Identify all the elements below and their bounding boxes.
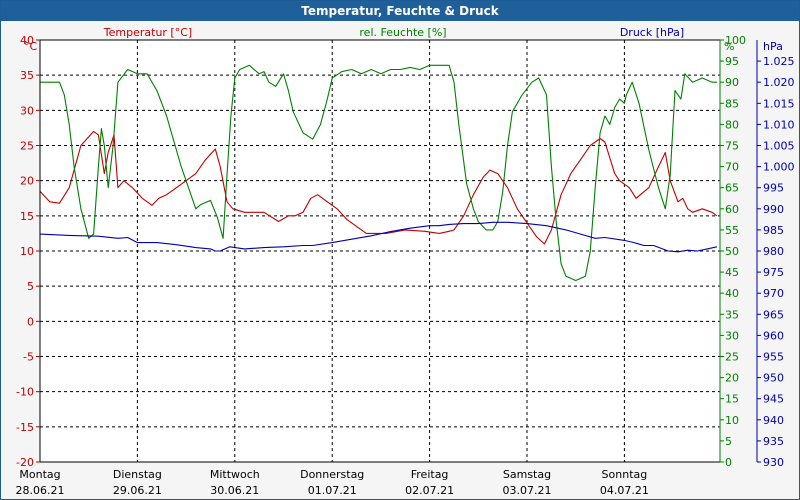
pressure-tick-label: 1.025: [763, 55, 795, 68]
pressure-tick-label: 1.000: [763, 161, 795, 174]
pressure-tick-label: 965: [763, 308, 784, 321]
humidity-tick-label: 95: [725, 55, 739, 68]
humidity-tick-label: 45: [725, 266, 739, 279]
x-tick-weekday: Freitag: [411, 468, 449, 481]
humidity-tick-label: 60: [725, 203, 739, 216]
humidity-tick-label: 0: [725, 456, 732, 469]
window-title: Temperatur, Feuchte & Druck: [1, 1, 799, 21]
temperature-tick-label: 10: [20, 245, 34, 258]
temperature-tick-label: -20: [16, 456, 34, 469]
x-tick-date: 01.07.21: [308, 484, 357, 497]
x-tick-date: 03.07.21: [503, 484, 552, 497]
labels-layer: 4035302520151050-5-10-15-201009590858075…: [16, 26, 795, 497]
pressure-tick-label: 935: [763, 435, 784, 448]
pressure-tick-label: 990: [763, 203, 784, 216]
pressure-tick-label: 930: [763, 456, 784, 469]
humidity-tick-label: 20: [725, 372, 739, 385]
series-layer: [39, 64, 718, 282]
pressure-tick-label: 985: [763, 224, 784, 237]
pressure-tick-label: 1.005: [763, 140, 795, 153]
humidity-tick-label: 85: [725, 97, 739, 110]
humidity-tick-label: 90: [725, 76, 739, 89]
humidity-line: [40, 64, 717, 282]
pressure-line: [39, 221, 718, 253]
humidity-tick-label: 65: [725, 182, 739, 195]
temperature-tick-label: 20: [20, 175, 34, 188]
pressure-tick-label: 945: [763, 393, 784, 406]
pressure-tick-label: 995: [763, 182, 784, 195]
x-tick-date: 02.07.21: [405, 484, 454, 497]
humidity-tick-label: 70: [725, 161, 739, 174]
temperature-tick-label: -10: [16, 386, 34, 399]
humidity-tick-label: 10: [725, 414, 739, 427]
humidity-tick-label: 35: [725, 308, 739, 321]
x-tick-weekday: Montag: [19, 468, 60, 481]
x-tick-weekday: Sonntag: [602, 468, 648, 481]
pressure-series-label: Druck [hPa]: [620, 26, 684, 39]
humidity-tick-label: 30: [725, 329, 739, 342]
humidity-tick-label: 50: [725, 245, 739, 258]
humidity-tick-label: 100: [725, 34, 746, 47]
x-tick-date: 29.06.21: [113, 484, 162, 497]
temperature-tick-label: -5: [23, 351, 34, 364]
pressure-tick-label: 940: [763, 414, 784, 427]
x-tick-date: 04.07.21: [600, 484, 649, 497]
pressure-tick-label: 980: [763, 245, 784, 258]
temperature-tick-label: 0: [27, 315, 34, 328]
temperature-tick-label: 5: [27, 280, 34, 293]
temperature-tick-label: 30: [20, 104, 34, 117]
humidity-tick-label: 25: [725, 351, 739, 364]
humidity-tick-label: 40: [725, 287, 739, 300]
axes-layer: [36, 39, 761, 463]
temperature-tick-label: 35: [20, 69, 34, 82]
humidity-series-label: rel. Feuchte [%]: [359, 26, 446, 39]
humidity-tick-label: 5: [725, 435, 732, 448]
temperature-series-label: Temperatur [°C]: [103, 26, 192, 39]
humidity-tick-label: 75: [725, 140, 739, 153]
humidity-tick-label: 15: [725, 393, 739, 406]
humidity-axis-unit: %: [724, 40, 734, 53]
x-tick-weekday: Mittwoch: [210, 468, 260, 481]
temperature-axis-unit: °C: [24, 40, 38, 53]
x-tick-date: 30.06.21: [210, 484, 259, 497]
humidity-tick-label: 80: [725, 118, 739, 131]
temperature-tick-label: 40: [20, 34, 34, 47]
pressure-tick-label: 1.010: [763, 118, 795, 131]
pressure-axis-unit: hPa: [763, 40, 783, 53]
x-tick-weekday: Dienstag: [113, 468, 162, 481]
temperature-tick-label: -15: [16, 421, 34, 434]
temperature-tick-label: 25: [20, 140, 34, 153]
pressure-tick-label: 975: [763, 266, 784, 279]
pressure-tick-label: 1.015: [763, 97, 795, 110]
humidity-tick-label: 55: [725, 224, 739, 237]
x-tick-weekday: Samstag: [503, 468, 551, 481]
grid-lines: [40, 39, 720, 462]
pressure-tick-label: 1.020: [763, 76, 795, 89]
temperature-line: [39, 130, 718, 245]
x-tick-date: 28.06.21: [16, 484, 65, 497]
pressure-tick-label: 960: [763, 329, 784, 342]
pressure-tick-label: 970: [763, 287, 784, 300]
pressure-tick-label: 950: [763, 372, 784, 385]
x-tick-weekday: Donnerstag: [300, 468, 364, 481]
temperature-tick-label: 15: [20, 210, 34, 223]
pressure-tick-label: 955: [763, 351, 784, 364]
